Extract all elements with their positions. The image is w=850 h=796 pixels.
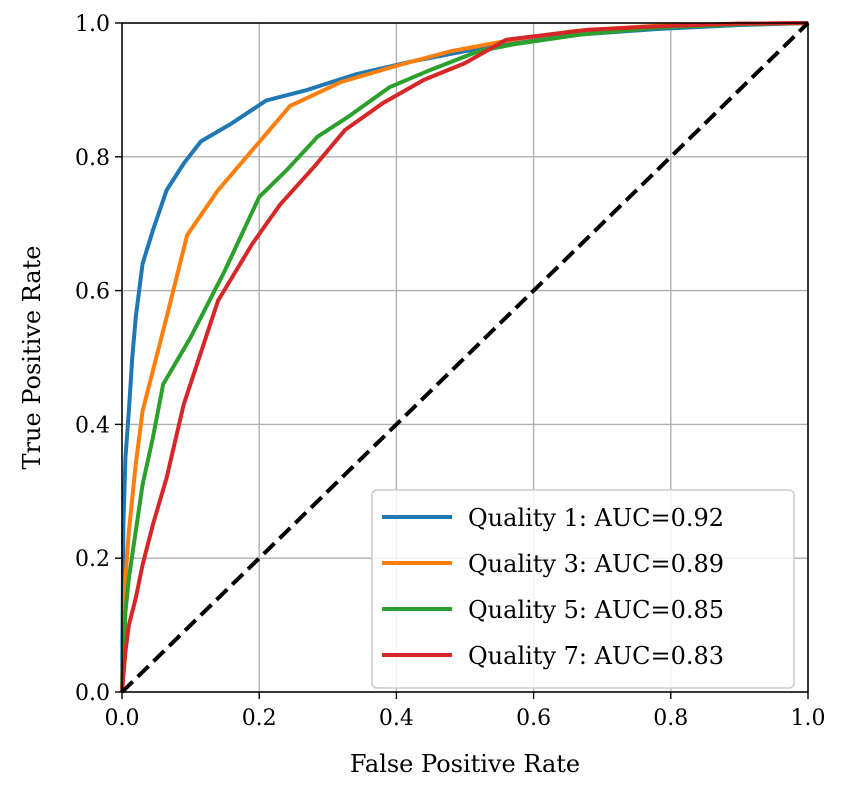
x-tick-label: 0.2 bbox=[242, 706, 277, 731]
x-axis-label: False Positive Rate bbox=[350, 750, 580, 778]
y-tick-label: 0.6 bbox=[75, 280, 110, 305]
y-axis-label: True Positive Rate bbox=[18, 246, 46, 470]
legend-label: Quality 7: AUC=0.83 bbox=[468, 642, 724, 670]
legend-box bbox=[371, 489, 795, 689]
y-tick-label: 0.0 bbox=[75, 681, 110, 706]
x-tick-label: 0.8 bbox=[653, 706, 688, 731]
x-tick-label: 0.6 bbox=[516, 706, 551, 731]
chance-diagonal-line bbox=[120, 21, 810, 694]
axis-ticks: 0.0 0.2 0.4 0.6 0.8 1.0 0.0 0.2 0.4 0.6 0.8 1.0 bbox=[75, 12, 826, 731]
y-tick-label: 0.2 bbox=[75, 547, 110, 572]
series-line-3 bbox=[120, 21, 809, 693]
y-tick-label: 0.4 bbox=[75, 413, 110, 438]
x-tick-label: 0.0 bbox=[105, 706, 140, 731]
x-tick-label: 1.0 bbox=[791, 706, 826, 731]
x-tick-label: 0.4 bbox=[379, 706, 414, 731]
series-line-4 bbox=[120, 21, 809, 693]
y-tick-label: 0.8 bbox=[75, 146, 110, 171]
legend-label: Quality 3: AUC=0.89 bbox=[468, 550, 724, 578]
plot-frame bbox=[121, 22, 809, 693]
y-tick-label: 1.0 bbox=[75, 12, 110, 37]
legend-label: Quality 1: AUC=0.92 bbox=[468, 504, 724, 532]
legend-label: Quality 5: AUC=0.85 bbox=[468, 596, 724, 624]
legend: Quality 1: AUC=0.92 Quality 3: AUC=0.89 Qu… bbox=[371, 489, 795, 689]
series-lines bbox=[120, 21, 810, 694]
